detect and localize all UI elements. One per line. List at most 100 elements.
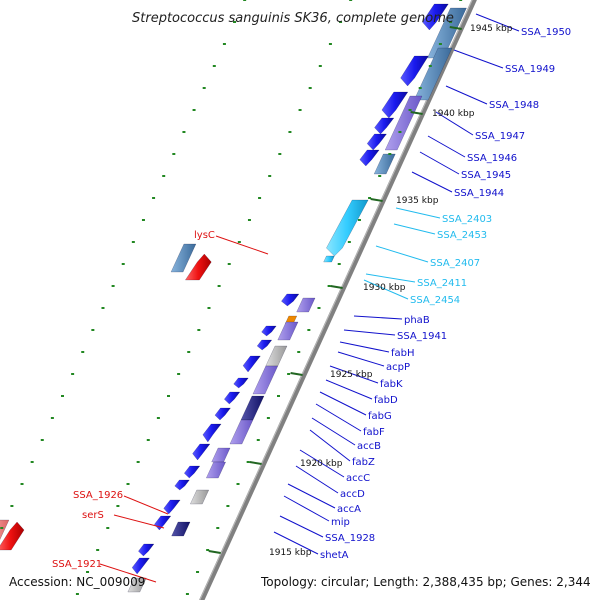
gene-label[interactable]: accA [337, 504, 361, 515]
minor-tick-dot [0, 527, 4, 529]
gene-label[interactable]: SSA_2453 [437, 230, 487, 241]
gene-label[interactable]: SSA_1948 [489, 100, 539, 111]
minor-tick-dot [288, 131, 292, 133]
gene-glyph-cds-ssa1949-b[interactable] [413, 47, 453, 101]
gene-glyph-cds-mip[interactable] [189, 489, 210, 505]
gene-glyph-cds-bottom[interactable] [131, 557, 150, 575]
gene-label[interactable]: accC [346, 473, 370, 484]
label-leader-line [311, 417, 356, 446]
gene-label[interactable]: mip [331, 517, 350, 528]
gene-glyph-cds-accd-b[interactable] [183, 465, 201, 479]
gene-label[interactable]: SSA_2403 [442, 214, 492, 225]
gene-glyph-cds-lysc-b[interactable] [170, 243, 197, 273]
minor-tick-dot [75, 593, 79, 595]
gene-glyph-rna-ssa2403[interactable] [326, 199, 369, 257]
gene-glyph-cds-fabk[interactable] [256, 339, 273, 351]
major-tick [290, 372, 303, 376]
kbp-tick-label: 1915 kbp [269, 548, 312, 558]
gene-label[interactable]: SSA_1928 [325, 533, 375, 544]
gene-label[interactable]: SSA_1926 [73, 490, 123, 501]
gene-label[interactable]: SSA_1945 [461, 170, 511, 181]
label-leader-line [283, 495, 330, 522]
gene-glyph-cds-accb[interactable] [214, 407, 231, 421]
minor-tick-dot [197, 329, 201, 331]
gene-glyph-cds-accc[interactable] [192, 443, 211, 461]
gene-glyph-cds-ssa1944[interactable] [373, 153, 396, 175]
gene-glyph-cds-ssa1950-a[interactable] [422, 3, 449, 31]
gene-glyph-cds-mip-b[interactable] [163, 499, 181, 515]
gene-glyph-cds-ssa1945[interactable] [359, 149, 380, 167]
label-leader-line [295, 465, 339, 494]
gene-label[interactable]: accB [357, 441, 381, 452]
gene-label[interactable]: SSA_1941 [397, 331, 447, 342]
gene-glyph-cds-accd[interactable] [205, 461, 227, 479]
gene-label[interactable]: SSA_2454 [410, 295, 460, 306]
minor-tick-dot [349, 0, 353, 1]
gene-glyph-cds-ssa1949[interactable] [400, 55, 429, 87]
gene-glyph-cds-lysc[interactable] [184, 253, 212, 281]
gene-glyph-cds-accc-b[interactable] [211, 447, 231, 463]
minor-tick-dot [207, 307, 211, 309]
gene-label[interactable]: SSA_1946 [467, 153, 517, 164]
gene-label[interactable]: fabZ [352, 457, 375, 468]
gene-glyph-cds-fabz-b[interactable] [202, 423, 222, 443]
gene-glyph-cds-fabk-b[interactable] [265, 345, 288, 367]
gene-glyph-cds-ssa1946[interactable] [366, 133, 388, 151]
gene-glyph-rna-ssa2453[interactable] [323, 255, 335, 263]
minor-tick-dot [216, 527, 220, 529]
gene-label[interactable]: SSA_2411 [417, 278, 467, 289]
minor-tick-dot [236, 483, 240, 485]
label-leader-line [325, 379, 373, 400]
gene-glyph-cds-fabg-b[interactable] [233, 377, 249, 389]
gene-label[interactable]: SSA_1949 [505, 64, 555, 75]
minor-tick-dot [278, 153, 282, 155]
minor-tick-dot [328, 43, 332, 45]
gene-glyph-cds-ssa1947[interactable] [374, 117, 395, 135]
minor-tick-dot [141, 219, 145, 221]
gene-glyph-cds-sheta-b[interactable] [138, 543, 155, 557]
gene-label[interactable]: shetA [320, 550, 349, 561]
gene-label[interactable]: fabG [368, 411, 392, 422]
gene-label[interactable]: fabK [380, 379, 403, 390]
gene-glyph-cds-sheta[interactable] [171, 521, 191, 537]
minor-tick-dot [428, 65, 432, 67]
gene-label[interactable]: accD [340, 489, 365, 500]
gene-glyph-cds-acca[interactable] [174, 479, 190, 491]
kbp-tick-label: 1935 kbp [396, 196, 439, 206]
gene-label[interactable]: SSA_1950 [521, 27, 571, 38]
gene-glyph-cds-ssa1948-b[interactable] [384, 95, 423, 151]
minor-tick-dot [86, 571, 90, 573]
gene-glyph-cds-phab[interactable] [281, 293, 300, 307]
minor-tick-dot [217, 285, 221, 287]
gene-glyph-cds-ssa1948[interactable] [381, 91, 409, 119]
gene-label[interactable]: fabF [363, 427, 385, 438]
gene-label[interactable]: acpP [386, 362, 410, 373]
gene-label[interactable]: fabH [391, 348, 415, 359]
gene-glyph-cds-ssa1941[interactable] [296, 297, 316, 313]
minor-tick-dot [317, 307, 321, 309]
minor-tick-dot [131, 241, 135, 243]
label-leader-line [113, 514, 165, 529]
gene-label[interactable]: fabD [374, 395, 398, 406]
gene-label[interactable]: serS [82, 510, 104, 521]
gene-glyph-cds-acpp[interactable] [261, 325, 277, 337]
gene-glyph-cds-fabh[interactable] [277, 321, 299, 341]
gene-label[interactable]: SSA_2407 [430, 258, 480, 269]
minor-tick-dot [307, 329, 311, 331]
label-leader-line [435, 111, 474, 136]
gene-label[interactable]: SSA_1921 [52, 559, 102, 570]
gene-glyph-cds-sers[interactable] [0, 521, 25, 551]
gene-glyph-cds-fabz[interactable] [229, 419, 254, 445]
gene-label[interactable]: phaB [404, 315, 430, 326]
minor-tick-dot [256, 439, 260, 441]
minor-tick-dot [202, 87, 206, 89]
gene-label[interactable]: SSA_1947 [475, 131, 525, 142]
kbp-tick-labels: 1945 kbp 1940 kbp 1935 kbp 1930 kbp 1925… [269, 24, 513, 558]
gene-glyph-cds-fabf[interactable] [223, 391, 241, 405]
gene-glyph-cds-fabf-b[interactable] [240, 395, 265, 421]
gene-glyph-cds-fabg[interactable] [252, 365, 279, 395]
gene-glyph-cds-fabd[interactable] [242, 355, 261, 373]
gene-glyph-cds-ssa1926[interactable] [0, 519, 10, 548]
gene-label[interactable]: lysC [194, 230, 215, 241]
gene-label[interactable]: SSA_1944 [454, 188, 504, 199]
